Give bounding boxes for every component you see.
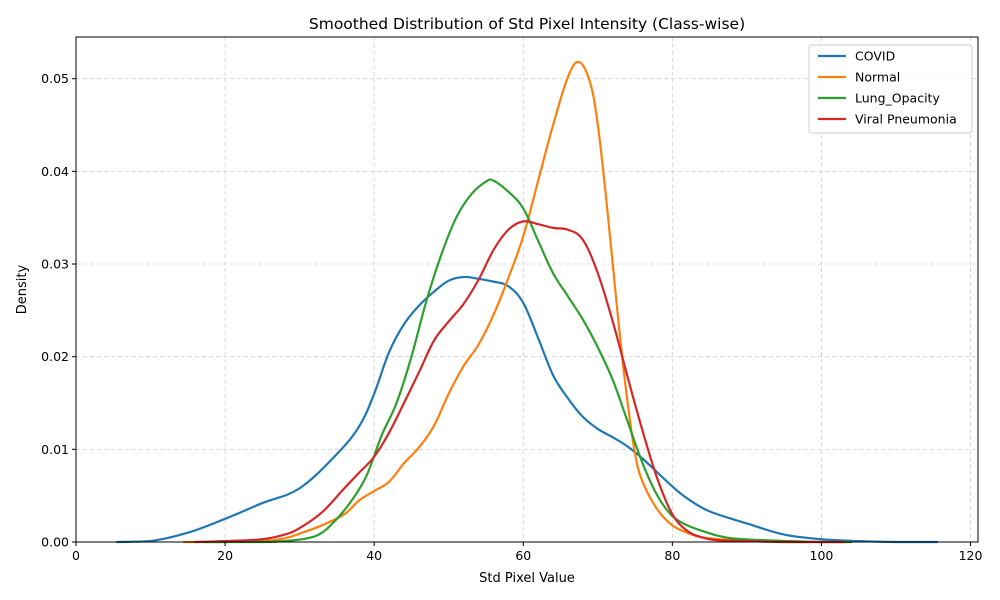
y-tick-label: 0.05 — [41, 71, 69, 86]
y-tick-label: 0.00 — [41, 535, 69, 550]
y-tick-label: 0.03 — [41, 257, 69, 272]
series-line-normal — [182, 60, 849, 544]
x-tick-label: 120 — [959, 548, 983, 563]
legend: COVID Normal Lung_Opacity Viral Pneumonia — [808, 44, 973, 134]
x-tick-label: 100 — [810, 548, 834, 563]
y-tick-label: 0.02 — [41, 349, 69, 364]
series-line-viral-pneumonia — [194, 220, 845, 544]
x-tick-label: 80 — [664, 548, 680, 563]
series-line-lung-opacity — [201, 178, 853, 544]
x-tick-label: 40 — [366, 548, 382, 563]
legend-label-normal: Normal — [855, 70, 900, 85]
x-tick-label: 20 — [217, 548, 233, 563]
legend-label-viral-pneumonia: Viral Pneumonia — [855, 112, 957, 127]
x-axis-ticks: 0 20 40 60 80 100 120 — [72, 542, 983, 563]
series-line-covid — [115, 275, 939, 544]
legend-label-covid: COVID — [855, 49, 895, 64]
plot-area-frame — [75, 36, 979, 543]
x-tick-label: 0 — [72, 548, 80, 563]
legend-label-lung-opacity: Lung_Opacity — [855, 91, 940, 106]
y-axis-ticks: 0.00 0.01 0.02 0.03 0.04 0.05 — [41, 71, 76, 550]
legend-items: COVID Normal Lung_Opacity Viral Pneumonia — [818, 49, 957, 127]
x-axis-title: Std Pixel Value — [479, 571, 575, 586]
legend-box — [808, 44, 973, 134]
x-tick-label: 60 — [515, 548, 531, 563]
series-lines — [115, 60, 939, 544]
y-tick-label: 0.01 — [41, 442, 69, 457]
chart-title: Smoothed Distribution of Std Pixel Inten… — [309, 15, 745, 33]
y-tick-label: 0.04 — [41, 164, 69, 179]
y-axis-title: Density — [15, 264, 30, 314]
